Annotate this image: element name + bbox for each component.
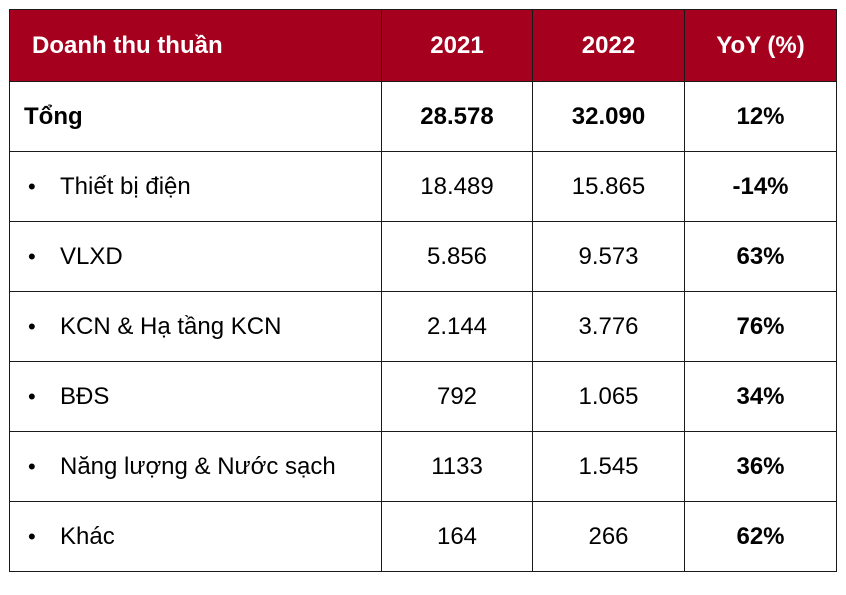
total-row: Tổng 28.578 32.090 12% (9, 81, 837, 152)
total-2021: 28.578 (381, 81, 533, 152)
bullet-icon: • (28, 383, 36, 409)
row-yoy: 63% (684, 221, 837, 292)
row-2021: 2.144 (381, 291, 533, 362)
row-2022: 9.573 (532, 221, 685, 292)
bullet-icon: • (28, 523, 36, 549)
table-row: • Khác 164 266 62% (9, 501, 837, 572)
row-label-cell: • Thiết bị điện (9, 151, 382, 222)
row-yoy: 36% (684, 431, 837, 502)
bullet-icon: • (28, 243, 36, 269)
bullet-icon: • (28, 453, 36, 479)
row-yoy: 76% (684, 291, 837, 362)
row-label: BĐS (60, 382, 110, 410)
table-row: • KCN & Hạ tầng KCN 2.144 3.776 76% (9, 291, 837, 362)
row-label-cell: • Khác (9, 501, 382, 572)
table-row: • Thiết bị điện 18.489 15.865 -14% (9, 151, 837, 222)
total-yoy: 12% (684, 81, 837, 152)
row-2021: 1133 (381, 431, 533, 502)
row-2021: 5.856 (381, 221, 533, 292)
revenue-table: Doanh thu thuần 2021 2022 YoY (%) Tổng 2… (9, 9, 837, 572)
table-row: • BĐS 792 1.065 34% (9, 361, 837, 432)
row-label: VLXD (60, 242, 123, 270)
row-label-cell: • BĐS (9, 361, 382, 432)
table-header: Doanh thu thuần 2021 2022 YoY (%) (9, 9, 837, 82)
row-2022: 1.065 (532, 361, 685, 432)
row-2022: 1.545 (532, 431, 685, 502)
row-label-cell: • KCN & Hạ tầng KCN (9, 291, 382, 362)
row-label-cell: • VLXD (9, 221, 382, 292)
total-2022: 32.090 (532, 81, 685, 152)
row-yoy: 62% (684, 501, 837, 572)
row-label: Khác (60, 522, 115, 550)
header-revenue: Doanh thu thuần (9, 9, 382, 82)
row-yoy: -14% (684, 151, 837, 222)
bullet-icon: • (28, 173, 36, 199)
table-row: • VLXD 5.856 9.573 63% (9, 221, 837, 292)
row-label: Năng lượng & Nước sạch (60, 452, 336, 480)
row-label: Thiết bị điện (60, 172, 191, 200)
row-2021: 18.489 (381, 151, 533, 222)
row-2022: 15.865 (532, 151, 685, 222)
table-body: Tổng 28.578 32.090 12% • Thiết bị điện 18… (9, 81, 837, 572)
row-2021: 164 (381, 501, 533, 572)
row-2022: 3.776 (532, 291, 685, 362)
row-2022: 266 (532, 501, 685, 572)
row-yoy: 34% (684, 361, 837, 432)
header-2022: 2022 (532, 9, 685, 82)
row-label-cell: • Năng lượng & Nước sạch (9, 431, 382, 502)
row-2021: 792 (381, 361, 533, 432)
header-2021: 2021 (381, 9, 533, 82)
table-row: • Năng lượng & Nước sạch 1133 1.545 36% (9, 431, 837, 502)
total-label: Tổng (9, 81, 382, 152)
header-row: Doanh thu thuần 2021 2022 YoY (%) (9, 9, 837, 82)
bullet-icon: • (28, 313, 36, 339)
header-yoy: YoY (%) (684, 9, 837, 82)
row-label: KCN & Hạ tầng KCN (60, 312, 282, 340)
